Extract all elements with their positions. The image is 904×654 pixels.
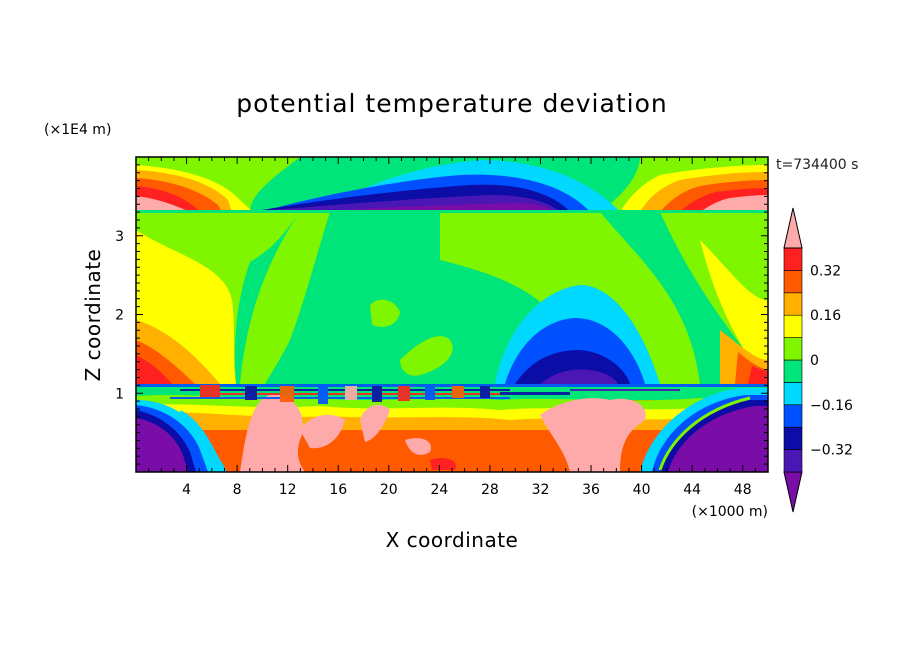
x-tick-label: 40 (633, 482, 651, 498)
colorbar-segment (783, 337, 803, 361)
colorbar-min-arrow (783, 471, 803, 513)
colorbar-segment (783, 247, 803, 271)
y-unit-label: (×1E4 m) (44, 122, 111, 138)
colorbar-segment (783, 382, 803, 406)
colorbar-label: 0 (810, 353, 819, 369)
colorbar-segment (783, 270, 803, 294)
x-axis: 4 8 12 16 20 24 28 32 36 40 44 48 (148, 157, 756, 498)
x-axis-title: X coordinate (386, 528, 519, 552)
middle-layer (136, 212, 768, 384)
colorbar-segment (783, 292, 803, 316)
x-tick-label: 24 (430, 482, 448, 498)
y-tick-label: 3 (115, 229, 124, 245)
x-tick-label: 20 (380, 482, 398, 498)
x-tick-label: 36 (582, 482, 600, 498)
x-tick-label: 8 (233, 482, 242, 498)
x-tick-label: 12 (279, 482, 297, 498)
x-tick-label: 44 (683, 482, 701, 498)
x-unit-label: (×1000 m) (692, 504, 768, 520)
bottom-layer (136, 384, 768, 472)
y-tick-label: 2 (115, 308, 124, 324)
y-tick-label: 1 (115, 386, 124, 402)
x-tick-label: 28 (481, 482, 499, 498)
colorbar-segment (783, 359, 803, 383)
colorbar-segment (783, 404, 803, 428)
colorbar-label: −0.32 (810, 443, 853, 459)
x-tick-label: 48 (734, 482, 752, 498)
x-tick-label: 4 (182, 482, 191, 498)
chart-title: potential temperature deviation (236, 89, 667, 118)
colorbar-segment (783, 426, 803, 450)
turbulent-band (136, 384, 768, 404)
colorbar-label: 0.32 (810, 263, 841, 279)
colorbar-label: −0.16 (810, 398, 853, 414)
colorbar-segment (783, 449, 803, 473)
colorbar: 0.32 0.16 0 −0.16 −0.32 (783, 207, 853, 513)
time-label: t=734400 s (776, 157, 858, 173)
colorbar-segment (783, 314, 803, 338)
y-axis-title: Z coordinate (81, 249, 105, 382)
plot-area (136, 157, 768, 472)
y-axis: 1 2 3 (115, 164, 768, 465)
colorbar-max-arrow (783, 207, 803, 249)
colorbar-label: 0.16 (810, 308, 841, 324)
top-layer (136, 157, 768, 213)
x-tick-label: 32 (532, 482, 550, 498)
x-tick-label: 16 (329, 482, 347, 498)
